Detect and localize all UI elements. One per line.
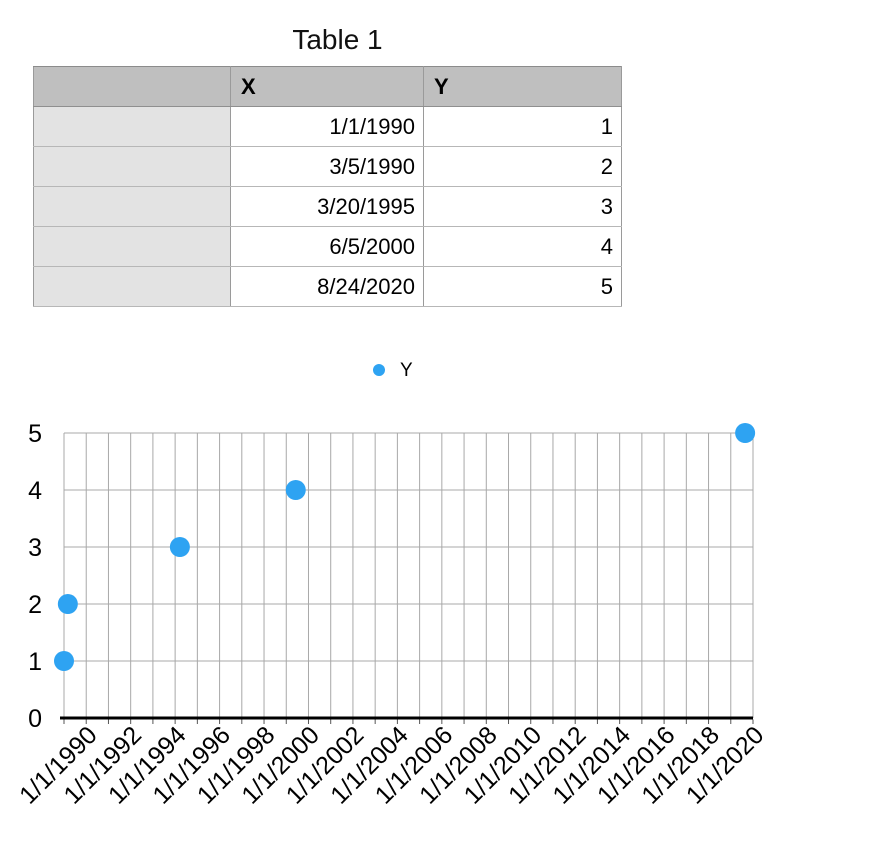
y-value-cell[interactable]: 4 — [423, 226, 622, 267]
legend-label: Y — [400, 359, 413, 381]
row-header-cell[interactable] — [33, 266, 231, 307]
row-header-cell[interactable] — [33, 146, 231, 187]
table-header-blank-cell[interactable] — [33, 66, 231, 107]
x-value-cell[interactable]: 3/20/1995 — [230, 186, 424, 227]
legend-marker-icon — [373, 364, 385, 376]
table-header-row: X Y — [33, 66, 622, 107]
table-row: 8/24/2020 5 — [33, 266, 622, 307]
y-axis-tick-label: 1 — [28, 648, 42, 676]
data-point[interactable] — [54, 651, 74, 671]
data-point[interactable] — [285, 480, 306, 500]
table-header-x-cell[interactable]: X — [230, 66, 424, 107]
table-header-y-cell[interactable]: Y — [423, 66, 622, 107]
y-axis-tick-label: 3 — [28, 534, 42, 562]
table-row: 6/5/2000 4 — [33, 226, 622, 267]
row-header-cell[interactable] — [33, 186, 231, 227]
x-value-cell[interactable]: 3/5/1990 — [230, 146, 424, 187]
data-point[interactable] — [169, 537, 190, 557]
y-axis-tick-label: 5 — [28, 420, 42, 448]
chart-legend[interactable]: Y — [373, 360, 413, 380]
x-value-cell[interactable]: 8/24/2020 — [230, 266, 424, 307]
table-row: 3/5/1990 2 — [33, 146, 622, 187]
table-title: Table 1 — [292, 24, 383, 55]
row-header-cell[interactable] — [33, 226, 231, 267]
x-value-cell[interactable]: 1/1/1990 — [230, 106, 424, 147]
y-value-cell[interactable]: 3 — [423, 186, 622, 227]
y-axis-tick-label: 0 — [28, 705, 42, 733]
table-row: 3/20/1995 3 — [33, 186, 622, 227]
y-axis-tick-label: 4 — [28, 477, 42, 505]
data-point[interactable] — [57, 594, 78, 614]
row-header-cell[interactable] — [33, 106, 231, 147]
data-point[interactable] — [735, 423, 756, 443]
table-row: 1/1/1990 1 — [33, 106, 622, 147]
y-value-cell[interactable]: 5 — [423, 266, 622, 307]
data-table: X Y 1/1/1990 1 3/5/1990 2 3/20/1995 3 6/5/2000… — [33, 66, 622, 307]
y-axis-tick-label: 2 — [28, 591, 42, 619]
y-value-cell[interactable]: 1 — [423, 106, 622, 147]
